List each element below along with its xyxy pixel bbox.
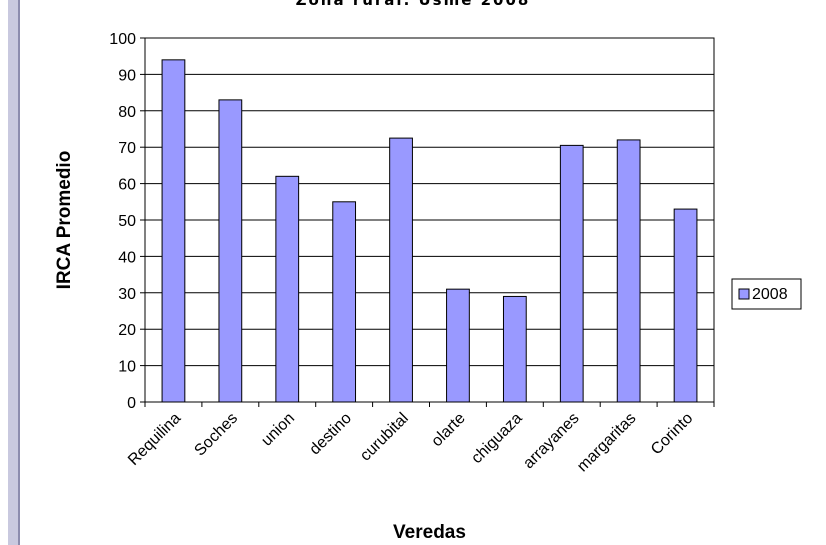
legend-swatch — [738, 288, 750, 300]
x-axis-ticks: Requilina Soches union destino curubital olar… — [125, 402, 715, 475]
x-tick-label: Requilina — [125, 410, 184, 469]
x-tick-label: union — [258, 410, 298, 450]
chart-frame-border — [8, 0, 18, 545]
x-tick-label: curubital — [357, 410, 412, 465]
y-axis-title: IRCA Promedio — [54, 151, 75, 290]
bar — [332, 201, 357, 403]
bar — [389, 137, 413, 403]
legend-label: 2008 — [752, 286, 788, 303]
x-axis-title: Veredas — [393, 522, 466, 543]
y-tick-label: 90 — [118, 67, 136, 84]
bar — [616, 139, 641, 403]
bar — [275, 175, 300, 403]
x-tick-label: margaritas — [574, 410, 639, 475]
bars — [161, 59, 698, 403]
bar — [218, 99, 243, 403]
x-tick-label: chiguaza — [468, 410, 525, 467]
chart-frame-line — [18, 0, 20, 545]
y-tick-label: 50 — [118, 213, 136, 230]
bar — [502, 295, 527, 403]
y-tick-label: 80 — [118, 104, 136, 121]
x-tick-label: olarte — [428, 410, 468, 450]
x-tick-label: destino — [306, 410, 355, 459]
y-tick-label: 40 — [118, 249, 136, 266]
plot-area — [144, 37, 715, 403]
y-tick-label: 0 — [127, 395, 136, 412]
bar — [446, 288, 470, 403]
y-tick-label: 30 — [118, 286, 136, 303]
bar — [161, 59, 186, 403]
y-tick-label: 10 — [118, 359, 136, 376]
x-tick-label: Soches — [191, 410, 241, 460]
y-tick-label: 100 — [109, 31, 136, 48]
chart-title: Zona rural. Usme 2008 — [295, 0, 531, 9]
bar — [673, 208, 698, 403]
y-tick-label: 60 — [118, 177, 136, 194]
legend: 2008 — [731, 278, 802, 310]
bar — [559, 144, 584, 403]
y-tick-label: 20 — [118, 322, 136, 339]
y-tick-label: 70 — [118, 140, 136, 157]
x-tick-label: Corinto — [648, 410, 697, 459]
y-axis-ticks: 0 10 20 30 40 50 60 70 80 90 100 — [109, 31, 145, 412]
